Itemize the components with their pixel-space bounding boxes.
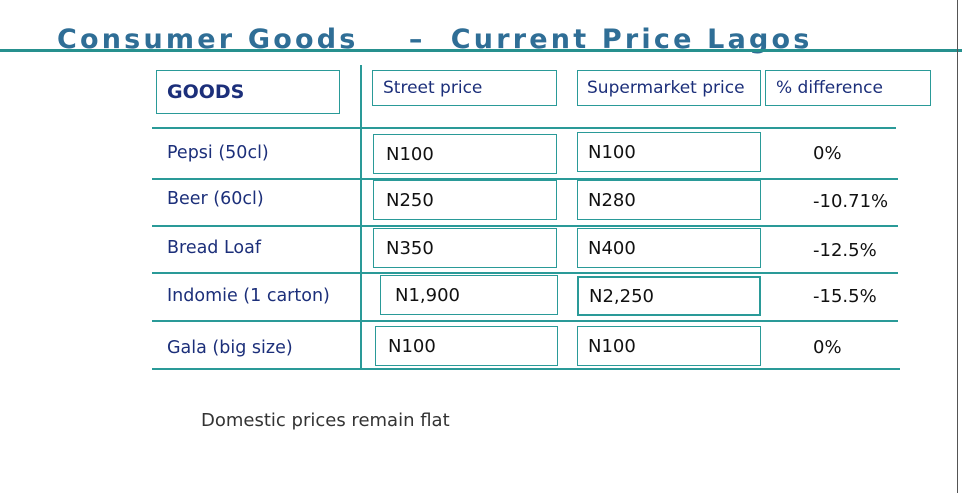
table-row-good: Beer (60cl) (167, 189, 264, 209)
row-divider (152, 368, 900, 370)
row-divider (152, 178, 898, 180)
row-divider (152, 225, 898, 227)
table-row-supermarket-price: N100 (577, 132, 761, 172)
header-street-price: Street price (372, 70, 557, 106)
header-percent-difference: % difference (765, 70, 931, 106)
table-row-street-price: N100 (373, 134, 557, 174)
table-row-street-price: N350 (373, 228, 557, 268)
table-row-good: Indomie (1 carton) (167, 286, 330, 306)
table-row-supermarket-price: N2,250 (577, 276, 761, 316)
table-row-difference: 0% (813, 337, 842, 358)
title-underline (0, 49, 962, 52)
table-row-street-price: N1,900 (380, 275, 558, 315)
table-row-street-price: N100 (375, 326, 558, 366)
table-row-supermarket-price: N100 (577, 326, 761, 366)
slide-edge-line (957, 0, 958, 493)
table-row-street-price: N250 (373, 180, 557, 220)
row-divider (152, 127, 896, 129)
table-row-supermarket-price: N280 (577, 180, 761, 220)
header-supermarket-price: Supermarket price (577, 70, 761, 106)
table-row-supermarket-price: N400 (577, 228, 761, 268)
slide-note: Domestic prices remain flat (201, 410, 450, 431)
table-row-good: Bread Loaf (167, 238, 262, 258)
header-goods: GOODS (156, 70, 340, 114)
table-row-difference: -10.71% (813, 191, 889, 212)
row-divider (152, 272, 898, 274)
table-row-good: Gala (big size) (167, 338, 293, 358)
table-column-divider (360, 65, 362, 369)
table-row-difference: 0% (813, 143, 842, 164)
table-row-difference: -15.5% (813, 286, 877, 307)
row-divider (152, 320, 898, 322)
table-row-good: Pepsi (50cl) (167, 143, 269, 163)
table-row-difference: -12.5% (813, 240, 877, 261)
